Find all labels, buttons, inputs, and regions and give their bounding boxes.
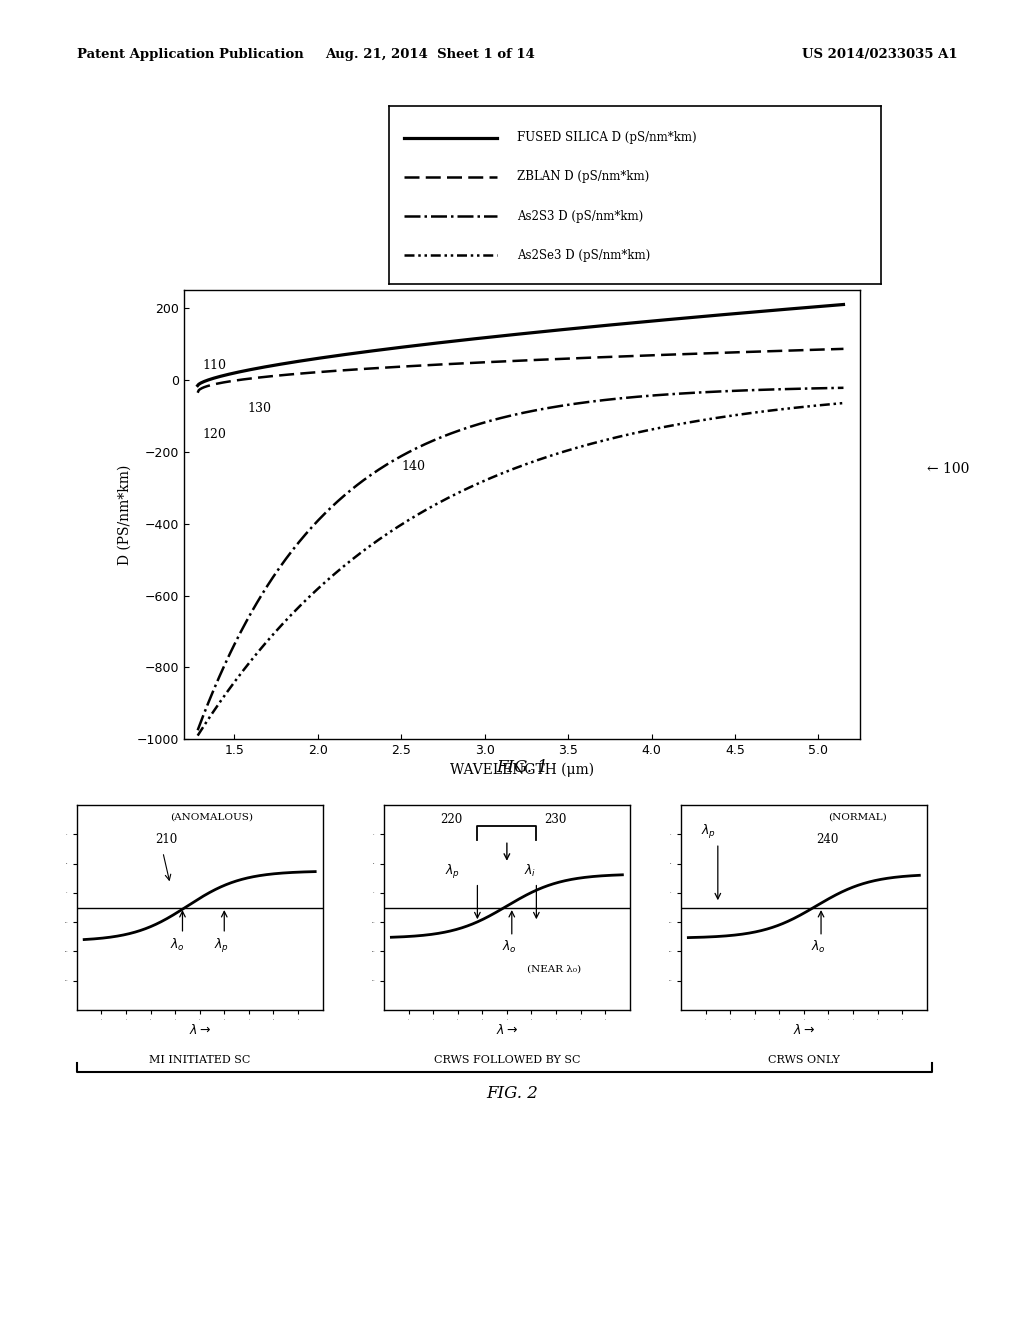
Text: As2Se3 D (pS/nm*km): As2Se3 D (pS/nm*km) (517, 248, 650, 261)
X-axis label: WAVELENGTH (μm): WAVELENGTH (μm) (451, 763, 594, 777)
Text: $\lambda\rightarrow$: $\lambda\rightarrow$ (496, 1023, 518, 1036)
Text: (ANOMALOUS): (ANOMALOUS) (170, 813, 254, 822)
Text: CRWS ONLY: CRWS ONLY (768, 1055, 840, 1065)
Text: As2S3 D (pS/nm*km): As2S3 D (pS/nm*km) (517, 210, 643, 223)
Y-axis label: D (PS/nm*km): D (PS/nm*km) (118, 465, 131, 565)
Text: $\lambda_p$: $\lambda_p$ (700, 822, 716, 841)
Text: $\lambda\rightarrow$: $\lambda\rightarrow$ (188, 1023, 211, 1036)
Text: $\lambda_o$: $\lambda_o$ (811, 940, 826, 956)
Text: $\lambda_o$: $\lambda_o$ (502, 940, 517, 956)
Text: (NORMAL): (NORMAL) (828, 813, 887, 822)
Text: ZBLAN D (pS/nm*km): ZBLAN D (pS/nm*km) (517, 170, 649, 183)
Text: (NEAR λ₀): (NEAR λ₀) (526, 965, 581, 974)
Text: 130: 130 (248, 403, 271, 416)
Text: $\lambda\rightarrow$: $\lambda\rightarrow$ (793, 1023, 815, 1036)
Text: CRWS FOLLOWED BY SC: CRWS FOLLOWED BY SC (433, 1055, 581, 1065)
Text: 210: 210 (156, 833, 178, 846)
Text: FIG. 2: FIG. 2 (486, 1085, 538, 1102)
Text: Patent Application Publication: Patent Application Publication (77, 48, 303, 61)
Text: Aug. 21, 2014  Sheet 1 of 14: Aug. 21, 2014 Sheet 1 of 14 (326, 48, 535, 61)
Text: 140: 140 (401, 459, 425, 473)
Text: MI INITIATED SC: MI INITIATED SC (150, 1055, 250, 1065)
Text: $\lambda_p$: $\lambda_p$ (445, 863, 461, 882)
Text: $\lambda_i$: $\lambda_i$ (524, 863, 537, 879)
Text: $\lambda_p$: $\lambda_p$ (214, 936, 229, 954)
Text: FUSED SILICA D (pS/nm*km): FUSED SILICA D (pS/nm*km) (517, 131, 696, 144)
Text: 230: 230 (544, 813, 566, 826)
Text: FIG. 1: FIG. 1 (497, 759, 548, 776)
Text: 220: 220 (440, 813, 463, 826)
Text: 240: 240 (816, 833, 839, 846)
Text: 120: 120 (203, 428, 226, 441)
Text: US 2014/0233035 A1: US 2014/0233035 A1 (802, 48, 957, 61)
Text: ← 100: ← 100 (927, 462, 969, 475)
Text: $\lambda_o$: $\lambda_o$ (170, 936, 185, 953)
Text: 110: 110 (203, 359, 226, 372)
